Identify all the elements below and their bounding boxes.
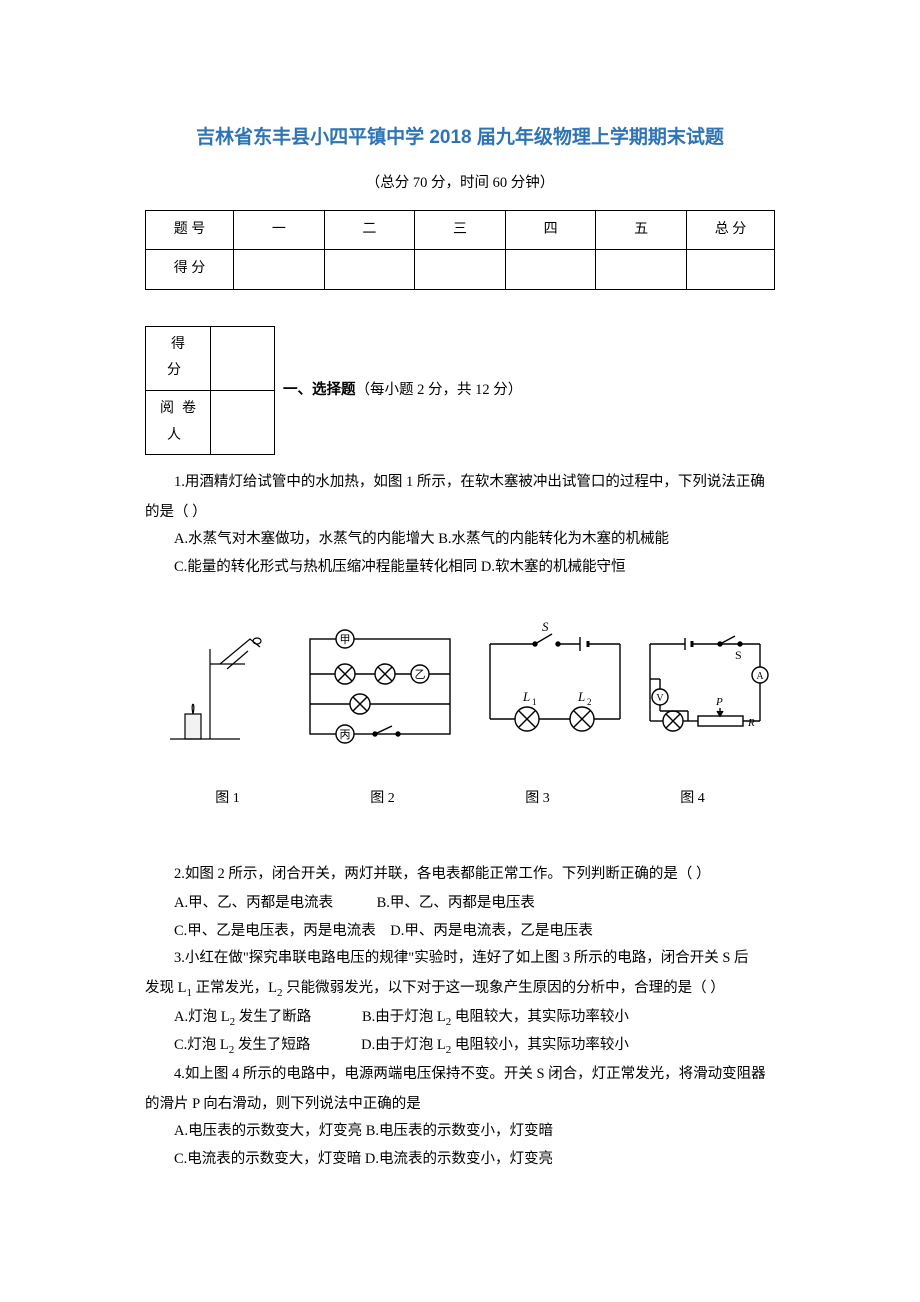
q2-opt-c: C.甲、乙是电压表，丙是电流表 — [174, 923, 376, 939]
q2-opt-a: A.甲、乙、丙都是电流表 — [174, 895, 333, 911]
fig-label: 图 4 — [615, 786, 770, 813]
section-title-bold: 一、选择题 — [283, 382, 356, 398]
header-cell: 题 号 — [146, 210, 234, 250]
empty-cell — [234, 250, 325, 290]
fig-label: 图 1 — [150, 786, 305, 813]
table-row: 得 分 — [146, 250, 775, 290]
svg-text:S: S — [735, 648, 742, 662]
q1-opt-cd: C.能量的转化形式与热机压缩冲程能量转化相同 D.软木塞的机械能守恒 — [145, 554, 775, 582]
empty-cell — [211, 391, 275, 455]
q2-opt-b: B.甲、乙、丙都是电压表 — [377, 895, 535, 911]
q3-stem-a: 3.小红在做"探究串联电路电压的规律"实验时，连好了如上图 3 所示的电路，闭合… — [145, 945, 775, 973]
empty-cell — [505, 250, 596, 290]
q4-opt-ab: A.电压表的示数变大，灯变亮 B.电压表的示数变小，灯变暗 — [145, 1118, 775, 1146]
empty-cell — [415, 250, 506, 290]
mini-score-label: 得 分 — [146, 326, 211, 390]
q1-opt-ab: A.水蒸气对木塞做功，水蒸气的内能增大 B.水蒸气的内能转化为木塞的机械能 — [145, 526, 775, 554]
svg-text:2: 2 — [587, 697, 592, 707]
table-row: 阅卷人 — [146, 391, 275, 455]
header-cell: 总 分 — [686, 210, 774, 250]
q3-opt-line2: C.灯泡 L2 发生了短路 D.由于灯泡 L2 电阻较小，其实际功率较小 — [145, 1032, 775, 1061]
svg-text:甲: 甲 — [340, 634, 351, 646]
empty-cell — [211, 326, 275, 390]
section-title-info: （每小题 2 分，共 12 分） — [356, 382, 523, 398]
q2-opt-line1: A.甲、乙、丙都是电流表 B.甲、乙、丙都是电压表 — [145, 890, 775, 918]
q2-stem: 2.如图 2 所示，闭合开关，两灯并联，各电表都能正常工作。下列判断正确的是（ … — [145, 861, 775, 889]
header-cell: 二 — [324, 210, 415, 250]
svg-text:A: A — [756, 671, 764, 682]
table-row: 题 号 一 二 三 四 五 总 分 — [146, 210, 775, 250]
svg-text:乙: 乙 — [415, 668, 426, 681]
empty-cell — [324, 250, 415, 290]
q4-stem-a: 4.如上图 4 所示的电路中，电源两端电压保持不变。开关 S 闭合，灯正常发光，… — [145, 1061, 775, 1089]
svg-text:L: L — [522, 689, 530, 704]
svg-text:R: R — [747, 717, 755, 729]
score-table: 题 号 一 二 三 四 五 总 分 得 分 — [145, 210, 775, 290]
q4-opt-cd: C.电流表的示数变大，灯变暗 D.电流表的示数变小，灯变亮 — [145, 1146, 775, 1174]
svg-text:V: V — [656, 693, 664, 704]
svg-text:L: L — [577, 689, 585, 704]
empty-cell — [596, 250, 687, 290]
figure-labels: 图 1 图 2 图 3 图 4 — [150, 786, 770, 813]
q2-opt-line2: C.甲、乙是电压表，丙是电流表 D.甲、丙是电流表，乙是电压表 — [145, 918, 775, 946]
exam-subtitle: （总分 70 分，时间 60 分钟） — [145, 170, 775, 198]
q3-opt-line1: A.灯泡 L2 发生了断路 B.由于灯泡 L2 电阻较大，其实际功率较小 — [145, 1004, 775, 1033]
q4-stem-b: 的滑片 P 向右滑动，则下列说法中正确的是 — [145, 1091, 775, 1119]
header-cell: 三 — [415, 210, 506, 250]
header-cell: 四 — [505, 210, 596, 250]
svg-text:P: P — [715, 696, 723, 708]
svg-text:丙: 丙 — [340, 729, 351, 741]
mini-score-table: 得 分 阅卷人 — [145, 326, 275, 455]
table-row: 得 分 — [146, 326, 275, 390]
q1-stem-a: 1.用酒精灯给试管中的水加热，如图 1 所示，在软木塞被冲出试管口的过程中，下列… — [145, 469, 775, 497]
svg-text:1: 1 — [532, 697, 537, 707]
circuit-figures: 甲 乙 丙 S — [150, 609, 770, 769]
svg-text:S: S — [542, 619, 549, 634]
fig-label: 图 2 — [305, 786, 460, 813]
mini-score-label: 阅卷人 — [146, 391, 211, 455]
q3-stem-b: 发现 L1 正常发光，L2 只能微弱发光，以下对于这一现象产生原因的分析中，合理… — [145, 975, 775, 1004]
q1-stem-b: 的是（ ） — [145, 499, 775, 527]
header-cell: 五 — [596, 210, 687, 250]
exam-title: 吉林省东丰县小四平镇中学 2018 届九年级物理上学期期末试题 — [145, 120, 775, 156]
empty-cell — [686, 250, 774, 290]
q2-opt-d: D.甲、丙是电流表，乙是电压表 — [390, 923, 593, 939]
row-label-cell: 得 分 — [146, 250, 234, 290]
fig-label: 图 3 — [460, 786, 615, 813]
figures-block: 甲 乙 丙 S — [145, 609, 775, 812]
header-cell: 一 — [234, 210, 325, 250]
section-header-wrap: 得 分 阅卷人 一、选择题（每小题 2 分，共 12 分） — [145, 326, 775, 455]
section-title: 一、选择题（每小题 2 分，共 12 分） — [283, 377, 522, 405]
